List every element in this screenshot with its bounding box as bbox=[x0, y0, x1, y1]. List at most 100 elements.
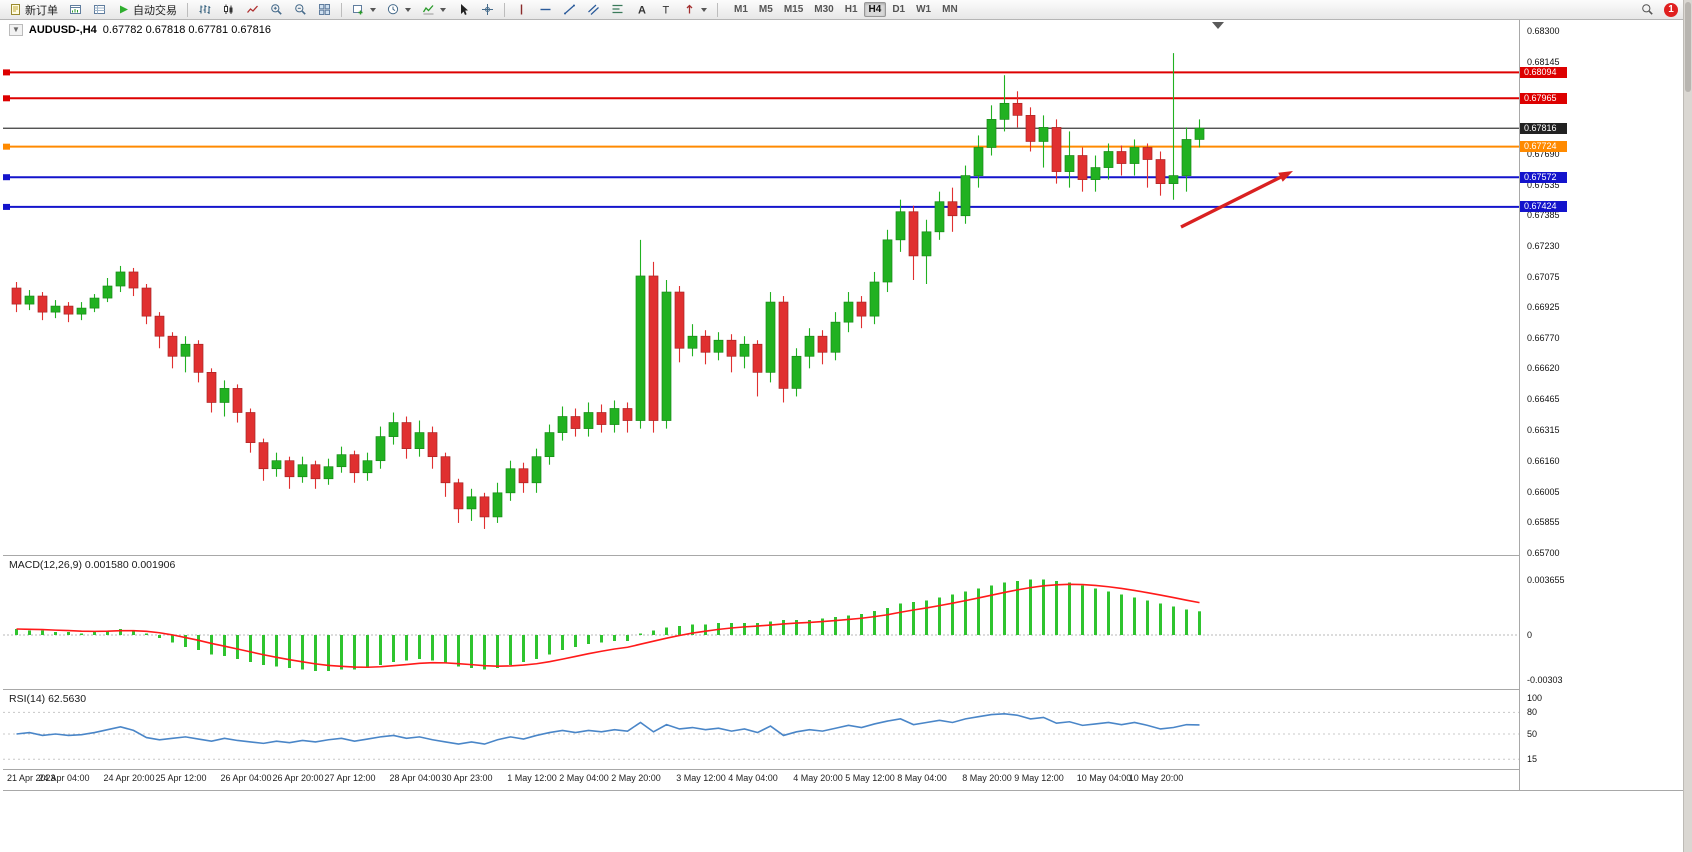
price-line-badge: 0.67572 bbox=[1520, 171, 1567, 183]
arrows-button[interactable] bbox=[678, 0, 712, 19]
trendline-button[interactable] bbox=[558, 0, 581, 19]
cursor-icon bbox=[461, 4, 468, 15]
time-label: 4 May 20:00 bbox=[793, 773, 843, 783]
arrow-tool-icon bbox=[686, 4, 693, 14]
time-label: 27 Apr 12:00 bbox=[324, 773, 376, 783]
chevron-down-icon bbox=[405, 7, 411, 12]
price-axis-label: 0.65855 bbox=[1527, 516, 1560, 527]
text-button[interactable]: A bbox=[630, 0, 653, 19]
macd-axis-label: -0.00303 bbox=[1527, 675, 1563, 686]
toolbar-separator bbox=[187, 2, 188, 17]
price-axis-label: 0.67075 bbox=[1527, 271, 1560, 282]
line-chart-button[interactable] bbox=[241, 0, 264, 19]
tile-windows-button[interactable] bbox=[313, 0, 336, 19]
time-label: 10 May 04:00 bbox=[1076, 773, 1132, 783]
search-icon bbox=[1642, 4, 1653, 15]
price-axis-label: 0.66005 bbox=[1527, 486, 1560, 497]
indicators-button[interactable] bbox=[417, 0, 451, 19]
text-label-button[interactable]: T bbox=[654, 0, 677, 19]
new-chart-icon bbox=[353, 5, 363, 15]
tile-windows-icon bbox=[319, 4, 330, 15]
chart-header: ▼ AUDUSD-,H4 0.67782 0.67818 0.67781 0.6… bbox=[9, 24, 271, 36]
time-label: 26 Apr 04:00 bbox=[220, 773, 272, 783]
vertical-line-button[interactable] bbox=[510, 0, 533, 19]
timeframe-d1[interactable]: D1 bbox=[892, 4, 906, 15]
profiles-button[interactable] bbox=[382, 0, 416, 19]
fibonacci-button[interactable] bbox=[606, 0, 629, 19]
search-button[interactable] bbox=[1636, 0, 1659, 19]
price-axis-label: 0.67230 bbox=[1527, 240, 1560, 251]
new-chart-button[interactable] bbox=[347, 0, 381, 19]
timeframe-mn[interactable]: MN bbox=[942, 4, 958, 15]
toolbar-separator bbox=[341, 2, 342, 17]
time-label: 3 May 12:00 bbox=[676, 773, 726, 783]
timeframe-h1[interactable]: H1 bbox=[844, 4, 858, 15]
chart-ohlc-values: 0.67782 0.67818 0.67781 0.67816 bbox=[102, 24, 271, 36]
price-line-badge: 0.67965 bbox=[1520, 92, 1567, 104]
timeframe-h4[interactable]: H4 bbox=[863, 2, 887, 17]
new-order-icon bbox=[11, 4, 20, 15]
bar-chart-button[interactable] bbox=[193, 0, 216, 19]
macd-label: MACD(12,26,9) 0.001580 0.001906 bbox=[9, 559, 176, 571]
price-line-badge: 0.67424 bbox=[1520, 201, 1567, 213]
pane-splitter-rsi[interactable] bbox=[3, 689, 1692, 690]
chevron-down-icon bbox=[370, 7, 376, 12]
equidistant-channel-icon bbox=[588, 4, 599, 15]
macd-axis-label: 0.003655 bbox=[1527, 575, 1565, 586]
chart-window-button[interactable] bbox=[64, 0, 87, 19]
time-label: 28 Apr 04:00 bbox=[389, 773, 441, 783]
macd-axis-label: 0 bbox=[1527, 630, 1533, 640]
price-axis-label: 0.68145 bbox=[1527, 57, 1560, 68]
pane-splitter-macd[interactable] bbox=[3, 555, 1692, 556]
rsi-pane[interactable] bbox=[3, 690, 1519, 770]
cursor-button[interactable] bbox=[452, 0, 475, 19]
price-axis-label: 0.67385 bbox=[1527, 209, 1560, 220]
new-order-button[interactable]: 新订单 bbox=[4, 0, 63, 19]
time-label: 4 May 04:00 bbox=[728, 773, 778, 783]
time-label: 25 Apr 12:00 bbox=[155, 773, 207, 783]
time-axis[interactable]: 21 Apr 2023 24 Apr 04:00 24 Apr 20:00 25 Ap… bbox=[3, 770, 1519, 790]
autotrading-button[interactable]: 自动交易 bbox=[112, 0, 182, 19]
time-label: 9 May 12:00 bbox=[1014, 773, 1064, 783]
trendline-icon bbox=[564, 4, 575, 15]
toolbar: 新订单 自动交易 bbox=[0, 0, 1692, 20]
timeframe-m30[interactable]: M30 bbox=[814, 4, 834, 15]
timeframe-m15[interactable]: M15 bbox=[783, 4, 804, 15]
svg-text:T: T bbox=[663, 5, 670, 17]
toolbar-separator bbox=[504, 2, 505, 17]
time-label: 8 May 20:00 bbox=[962, 773, 1012, 783]
notification-badge[interactable]: 1 bbox=[1664, 2, 1678, 17]
autotrading-label: 自动交易 bbox=[133, 4, 177, 17]
text-icon: A bbox=[638, 5, 646, 17]
chevron-down-icon bbox=[701, 7, 707, 12]
price-chart-pane[interactable] bbox=[3, 20, 1519, 556]
price-axis-label: 0.66315 bbox=[1527, 424, 1560, 435]
time-axis-border bbox=[3, 769, 1692, 770]
macd-pane[interactable] bbox=[3, 556, 1519, 690]
line-chart-icon bbox=[247, 5, 258, 13]
price-axis-label: 0.65700 bbox=[1527, 548, 1560, 559]
text-label-icon: T bbox=[663, 5, 670, 17]
rsi-axis-label: 15 bbox=[1527, 754, 1538, 765]
bar-chart-icon bbox=[199, 5, 211, 14]
timeframe-w1[interactable]: W1 bbox=[916, 4, 932, 15]
price-axis-label: 0.66770 bbox=[1527, 333, 1560, 344]
price-axis[interactable]: 0.68300 0.68145 0.67690 0.67535 0.67385 0.672… bbox=[1519, 20, 1692, 790]
zoom-in-button[interactable] bbox=[265, 0, 288, 19]
scrollbar-thumb[interactable] bbox=[1685, 2, 1691, 92]
chart-title: AUDUSD-,H4 bbox=[28, 24, 97, 36]
crosshair-button[interactable] bbox=[476, 0, 499, 19]
channel-button[interactable] bbox=[582, 0, 605, 19]
horizontal-line-icon bbox=[540, 8, 551, 11]
zoom-out-button[interactable] bbox=[289, 0, 312, 19]
timeframe-m5[interactable]: M5 bbox=[758, 4, 773, 15]
data-window-button[interactable] bbox=[88, 0, 111, 19]
horizontal-line-button[interactable] bbox=[534, 0, 557, 19]
candlestick-chart-button[interactable] bbox=[217, 0, 240, 19]
vertical-scrollbar[interactable] bbox=[1683, 0, 1692, 852]
svg-text:A: A bbox=[638, 5, 646, 17]
timeframe-group: M1 M5 M15 M30 H1 H4 D1 W1 MN bbox=[729, 2, 963, 17]
timeframe-m1[interactable]: M1 bbox=[734, 4, 748, 15]
symbol-dropdown-caret[interactable]: ▼ bbox=[9, 24, 23, 36]
price-axis-label: 0.67690 bbox=[1527, 148, 1560, 159]
